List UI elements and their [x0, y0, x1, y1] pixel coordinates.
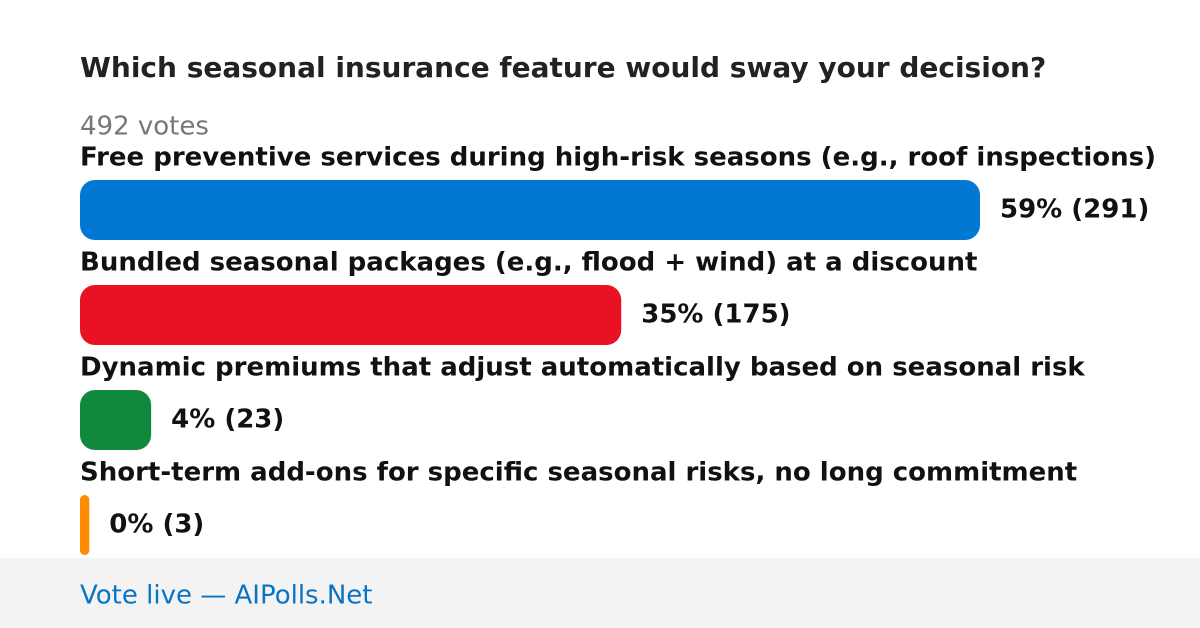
footer-link[interactable]: Vote live — AIPolls.Net [80, 581, 373, 611]
value-label: 35% (175) [641, 300, 790, 330]
option-label: Bundled seasonal packages (e.g., flood +… [80, 248, 977, 278]
option-label: Free preventive services during high-ris… [80, 143, 1156, 173]
vote-count: 492 votes [80, 112, 209, 142]
option-label: Dynamic premiums that adjust automatical… [80, 353, 1085, 383]
bar [80, 285, 622, 345]
option-label: Short-term add-ons for specific seasonal… [80, 458, 1077, 488]
value-label: 59% (291) [1000, 195, 1149, 225]
bar [80, 180, 980, 240]
bar [80, 495, 90, 555]
footer-band [0, 558, 1200, 628]
bar [80, 390, 152, 450]
options: Free preventive services during high-ris… [80, 143, 1156, 555]
value-label: 0% (3) [109, 510, 204, 540]
value-label: 4% (23) [171, 405, 284, 435]
poll-title: Which seasonal insurance feature would s… [80, 51, 1046, 84]
